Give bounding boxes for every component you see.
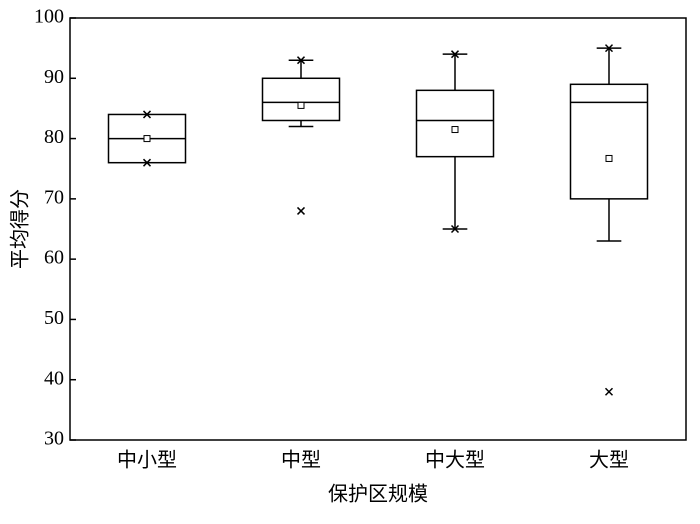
x-tick-label: 中大型 — [425, 449, 485, 472]
marker — [604, 44, 614, 53]
y-axis-label: 平均得分 — [9, 189, 32, 269]
y-tick-label: 100 — [34, 6, 64, 28]
y-tick-label: 70 — [44, 186, 64, 208]
y-tick-label: 90 — [44, 66, 64, 88]
x-tick-label: 大型 — [589, 449, 629, 472]
marker — [142, 158, 152, 167]
box — [261, 77, 341, 122]
marker — [142, 110, 152, 119]
x-axis-label: 保护区规模 — [328, 483, 428, 506]
x-tick-label: 中小型 — [117, 449, 177, 472]
marker — [296, 56, 306, 65]
mean — [297, 101, 305, 109]
mean — [451, 126, 459, 134]
y-tick-label: 50 — [44, 307, 64, 329]
marker — [450, 224, 460, 234]
mean — [605, 154, 613, 162]
marker — [450, 50, 460, 59]
y-tick-label: 30 — [44, 428, 64, 450]
mean — [143, 135, 151, 143]
y-tick-label: 40 — [44, 367, 64, 389]
marker — [604, 387, 614, 396]
box — [569, 83, 649, 200]
plot-frame — [69, 17, 687, 441]
x-tick-label: 中型 — [281, 449, 321, 472]
y-tick-label: 60 — [44, 247, 64, 269]
marker — [296, 206, 306, 215]
y-tick-label: 80 — [44, 126, 64, 148]
box — [415, 89, 495, 158]
